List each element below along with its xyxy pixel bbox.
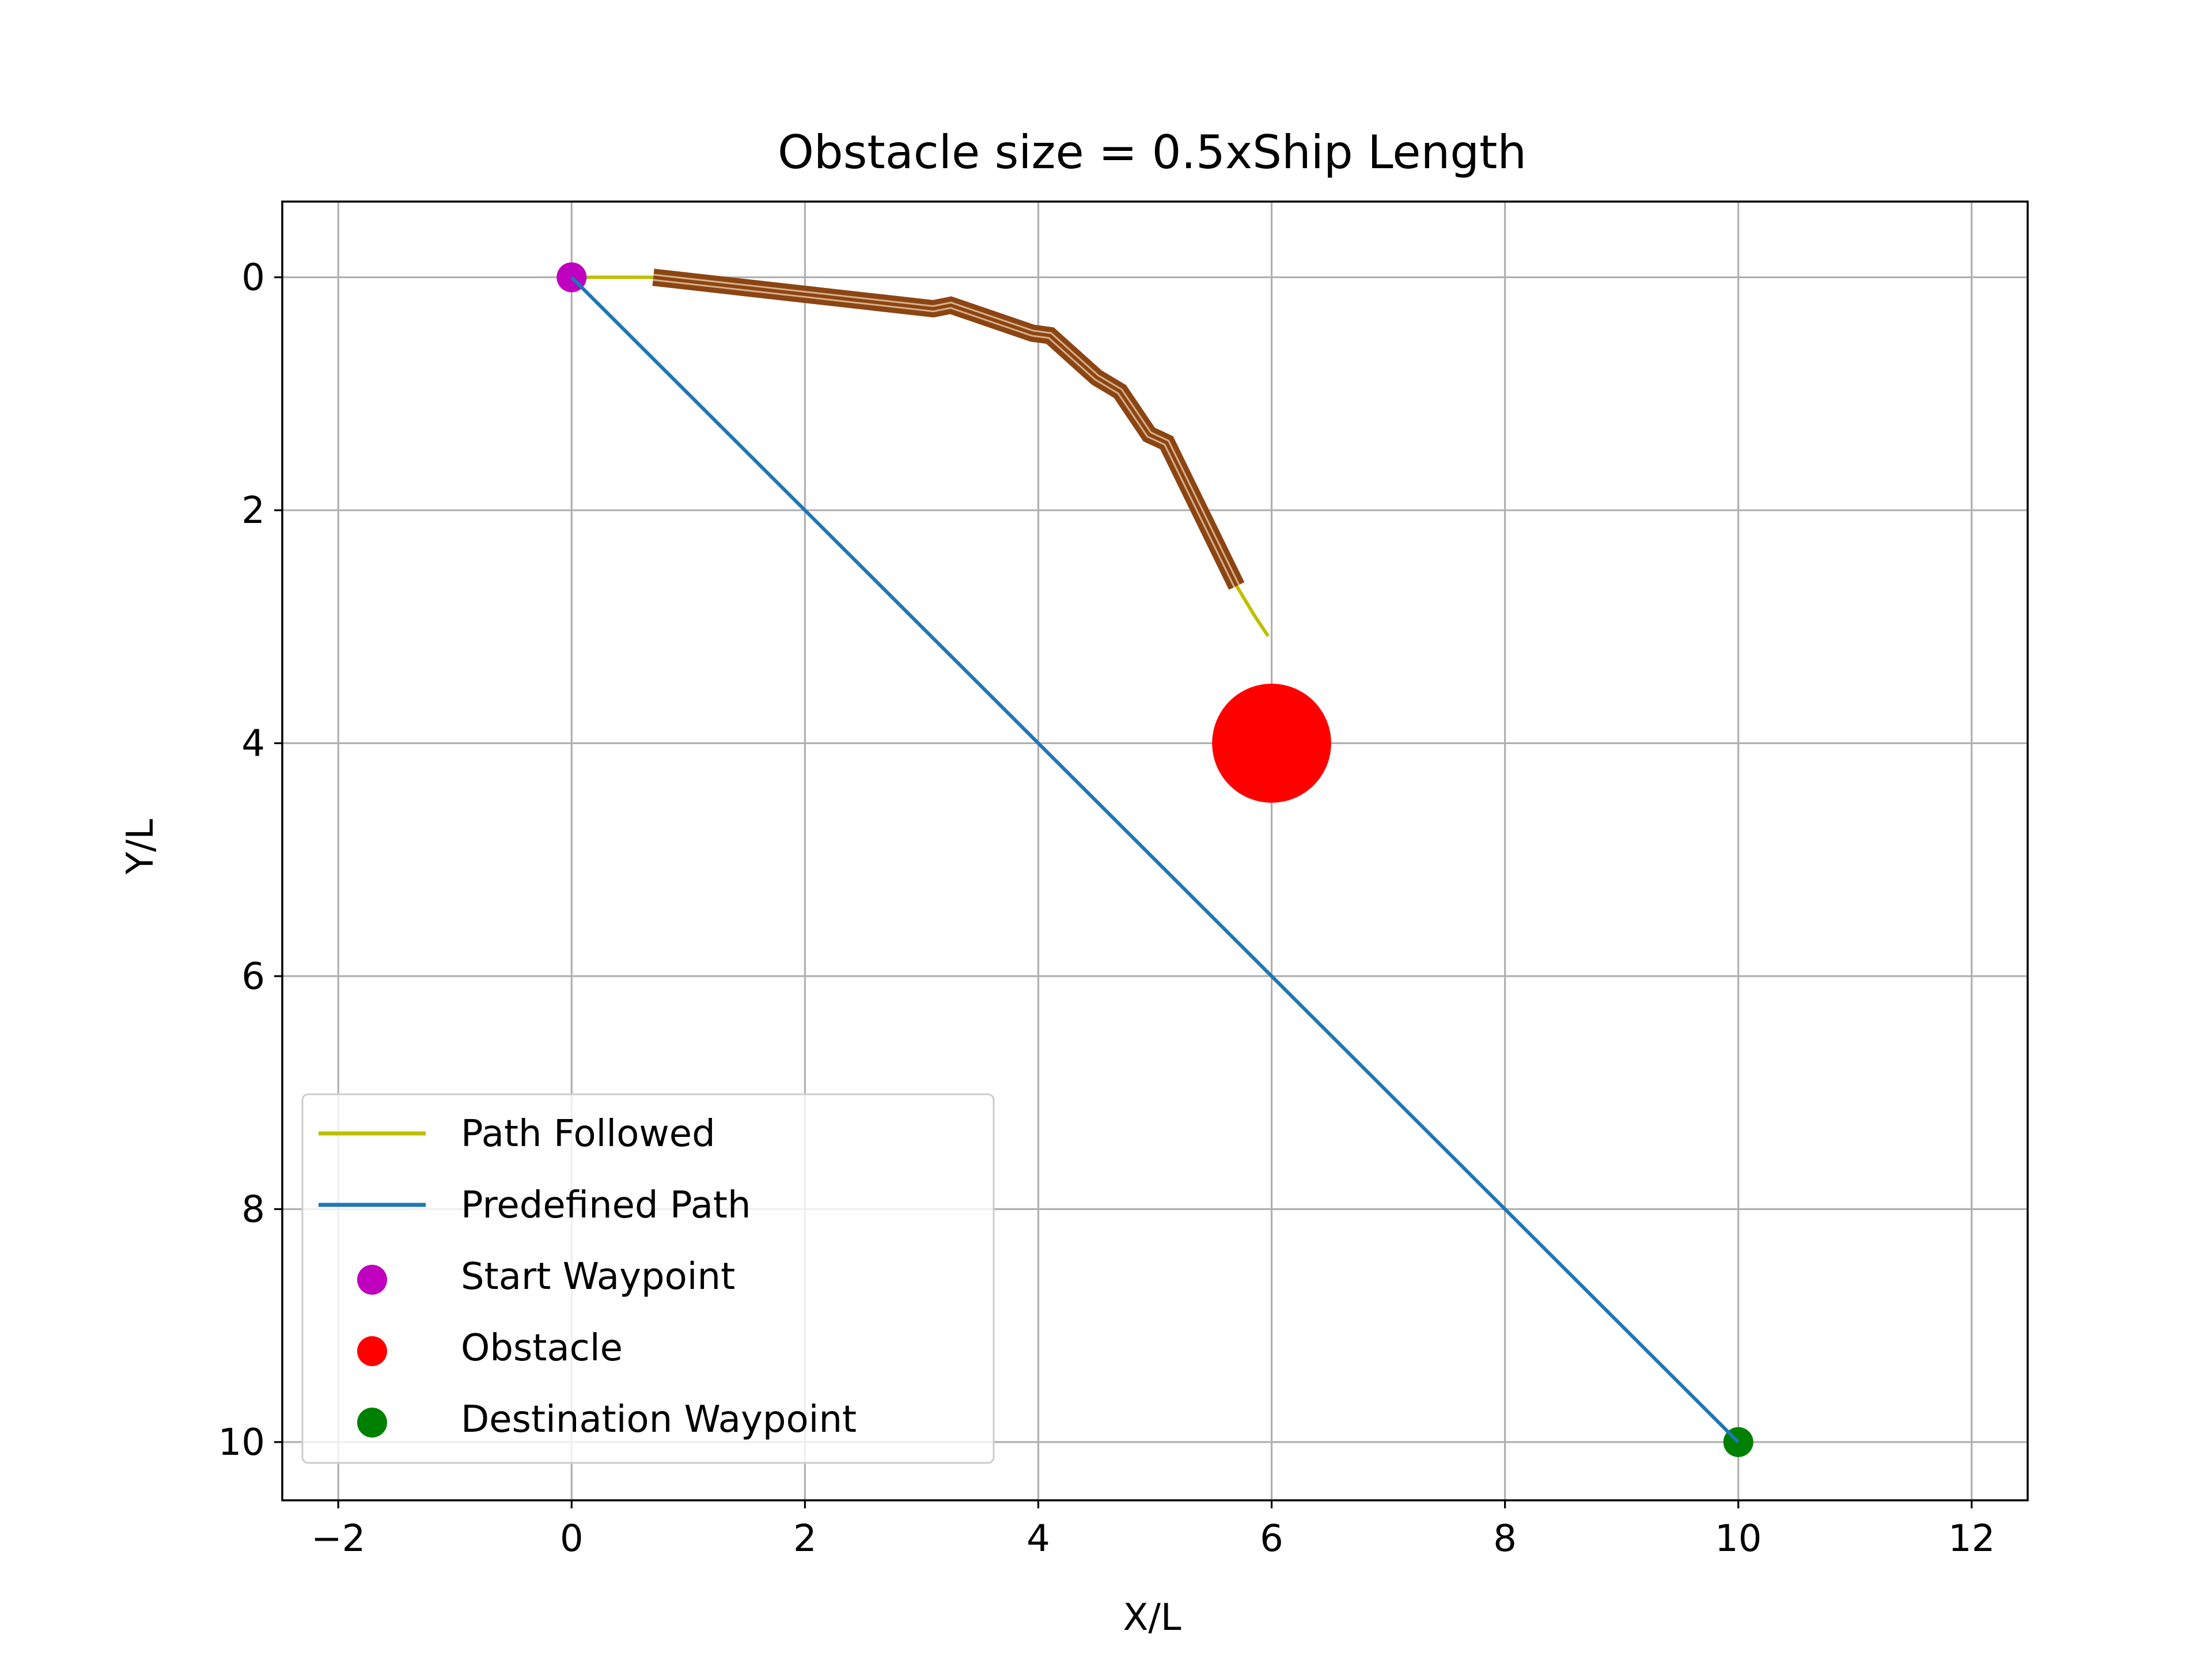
x-axis-label: X/L: [1123, 1596, 1181, 1639]
x-tick-label: 2: [793, 1518, 817, 1560]
x-tick-label: 6: [1260, 1518, 1283, 1560]
legend-label: Path Followed: [461, 1113, 715, 1155]
ship-hull-centerline: [653, 275, 1238, 587]
y-tick-label: 2: [241, 490, 265, 532]
obstacle-marker: [1212, 684, 1331, 803]
y-tick-label: 8: [241, 1188, 265, 1231]
predefined-path-line-overlay: [570, 276, 1740, 1444]
x-tick-label: 0: [560, 1518, 584, 1560]
y-axis-ticks: 0 2 4 6 8 10: [218, 256, 282, 1464]
legend: Path Followed Predefined Path Start Waypoi…: [301, 1093, 995, 1464]
legend-swatch-marker: [357, 1336, 387, 1366]
x-tick-label: −2: [311, 1518, 365, 1560]
legend-box: [301, 1093, 995, 1464]
legend-label: Obstacle: [461, 1327, 623, 1370]
y-tick-label: 10: [218, 1421, 265, 1464]
legend-label: Start Waypoint: [461, 1256, 735, 1298]
plot-area: Path Followed Predefined Path Start Waypoi…: [281, 200, 2029, 1501]
x-axis-ticks: −2 0 2 4 6 8 10 12: [311, 1500, 1995, 1560]
legend-swatch-marker: [357, 1408, 387, 1438]
y-tick-label: 4: [241, 722, 265, 765]
legend-label: Destination Waypoint: [461, 1398, 857, 1441]
x-tick-label: 4: [1027, 1518, 1050, 1560]
y-tick-label: 6: [241, 955, 265, 998]
chart-title: Obstacle size = 0.5xShip Length: [778, 126, 1527, 179]
axes-frame: [281, 200, 2029, 1501]
y-tick-label: 0: [241, 256, 265, 299]
x-tick-label: 8: [1493, 1518, 1517, 1560]
x-tick-label: 10: [1715, 1518, 1762, 1560]
legend-label: Predefined Path: [461, 1184, 751, 1227]
y-axis-label: Y/L: [119, 819, 162, 875]
series-layer: [556, 262, 1753, 1457]
x-tick-label: 12: [1948, 1518, 1995, 1560]
legend-swatch-marker: [357, 1265, 387, 1295]
